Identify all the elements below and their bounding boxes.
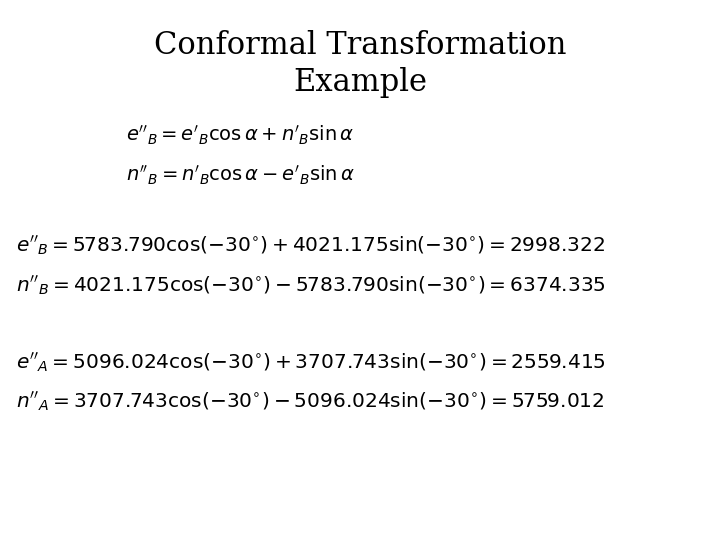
Text: $e''_B = 5783.790\cos(-30^{\circ}) + 4021.175\sin(-30^{\circ}) = 2998.322$: $e''_B = 5783.790\cos(-30^{\circ}) + 402… [16, 234, 605, 258]
Text: $n''_B = n'_B \cos\alpha - e'_B \sin\alpha$: $n''_B = n'_B \cos\alpha - e'_B \sin\alp… [126, 164, 355, 187]
Text: $e''_B = e'_B \cos\alpha + n'_B \sin\alpha$: $e''_B = e'_B \cos\alpha + n'_B \sin\alp… [126, 123, 354, 147]
Text: $e''_A = 5096.024\cos(-30^{\circ}) + 3707.743\sin(-30^{\circ}) = 2559.415$: $e''_A = 5096.024\cos(-30^{\circ}) + 370… [16, 350, 606, 374]
Text: Example: Example [293, 68, 427, 98]
Text: $n''_B = 4021.175\cos(-30^{\circ}) - 5783.790\sin(-30^{\circ}) = 6374.335$: $n''_B = 4021.175\cos(-30^{\circ}) - 578… [16, 273, 606, 297]
Text: Conformal Transformation: Conformal Transformation [154, 30, 566, 60]
Text: $n''_A = 3707.743\cos(-30^{\circ}) - 5096.024\sin(-30^{\circ}) = 5759.012$: $n''_A = 3707.743\cos(-30^{\circ}) - 509… [16, 389, 605, 413]
